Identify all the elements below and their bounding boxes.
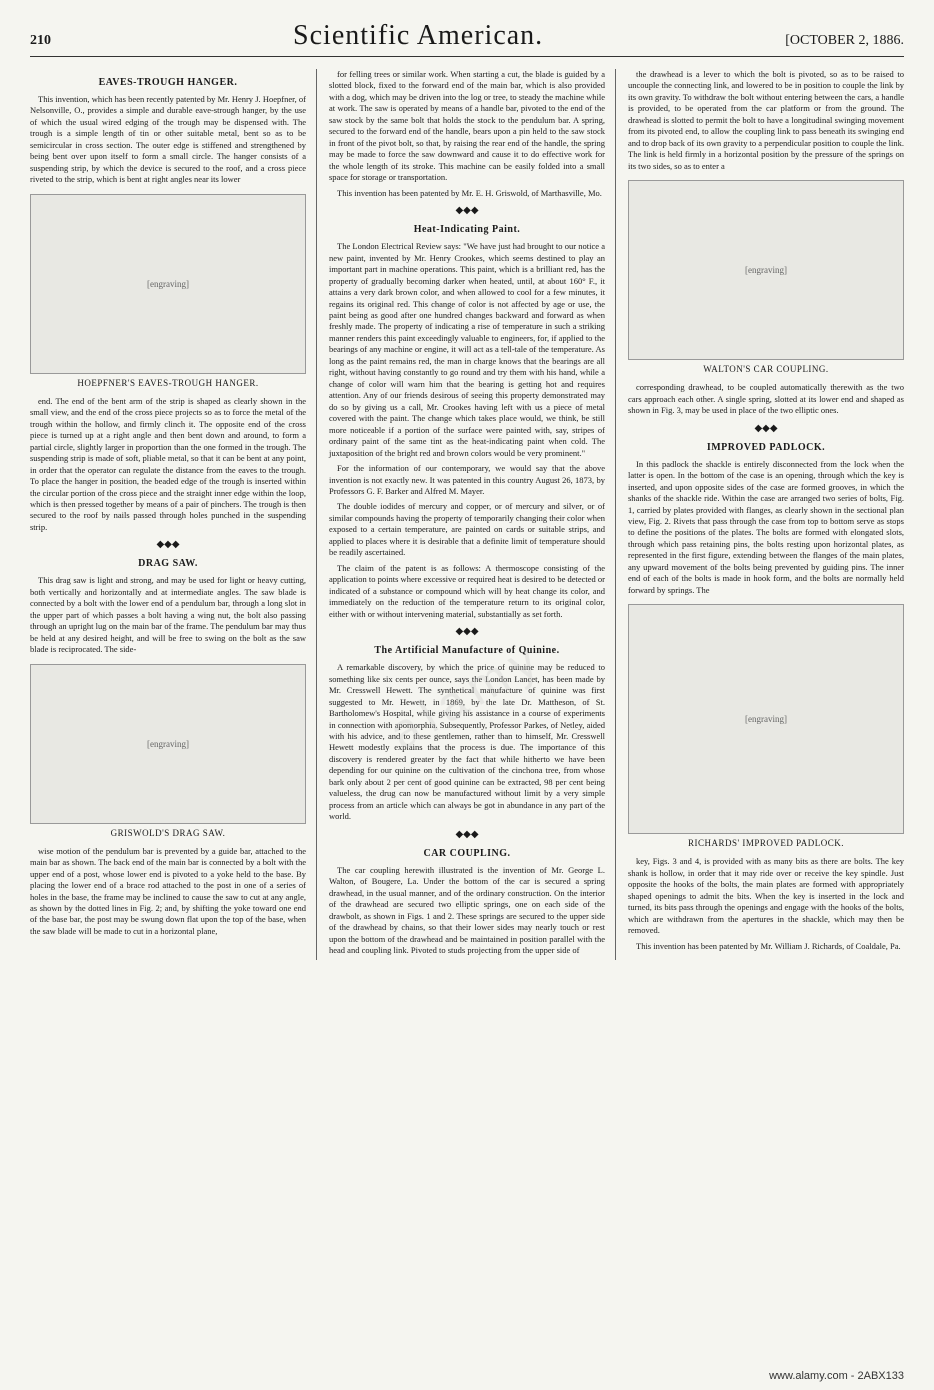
body-text: This invention has been patented by Mr. … [628, 941, 904, 952]
separator: ◆◆◆ [329, 626, 605, 637]
body-text: A remarkable discovery, by which the pri… [329, 662, 605, 823]
body-text: In this padlock the shackle is entirely … [628, 459, 904, 597]
body-text: the drawhead is a lever to which the bol… [628, 69, 904, 172]
article-title-eaves: EAVES-TROUGH HANGER. [30, 77, 306, 88]
engraving-placeholder: [engraving] [30, 664, 306, 824]
engraving-placeholder: [engraving] [628, 180, 904, 360]
body-text: for felling trees or similar work. When … [329, 69, 605, 184]
page-number: 210 [30, 33, 51, 49]
engraving-placeholder: [engraving] [628, 604, 904, 834]
figure-caption: GRISWOLD'S DRAG SAW. [30, 828, 306, 838]
article-title-quinine: The Artificial Manufacture of Quinine. [329, 645, 605, 656]
stock-id: www.alamy.com - 2ABX133 [769, 1370, 904, 1382]
article-title-carcoupling: CAR COUPLING. [329, 848, 605, 859]
body-text: The car coupling herewith illustrated is… [329, 865, 605, 957]
article-title-padlock: IMPROVED PADLOCK. [628, 442, 904, 453]
separator: ◆◆◆ [30, 539, 306, 550]
figure-walton: [engraving] WALTON'S CAR COUPLING. [628, 180, 904, 374]
column-3: the drawhead is a lever to which the bol… [628, 69, 904, 960]
separator: ◆◆◆ [329, 829, 605, 840]
issue-date: [OCTOBER 2, 1886. [785, 33, 904, 49]
body-text: This invention has been patented by Mr. … [329, 188, 605, 199]
body-text: For the information of our contemporary,… [329, 463, 605, 497]
body-text: end. The end of the bent arm of the stri… [30, 396, 306, 534]
masthead: Scientific American. [293, 20, 543, 52]
engraving-placeholder: [engraving] [30, 194, 306, 374]
body-text: This drag saw is light and strong, and m… [30, 575, 306, 655]
figure-caption: WALTON'S CAR COUPLING. [628, 364, 904, 374]
column-1: EAVES-TROUGH HANGER. This invention, whi… [30, 69, 317, 960]
figure-richards: [engraving] RICHARDS' IMPROVED PADLOCK. [628, 604, 904, 848]
figure-caption: HOEPFNER'S EAVES-TROUGH HANGER. [30, 378, 306, 388]
body-text: wise motion of the pendulum bar is preve… [30, 846, 306, 938]
article-title-heat: Heat-Indicating Paint. [329, 224, 605, 235]
page-header: 210 Scientific American. [OCTOBER 2, 188… [30, 20, 904, 57]
column-layout: EAVES-TROUGH HANGER. This invention, whi… [30, 69, 904, 960]
body-text: The London Electrical Review says: "We h… [329, 241, 605, 459]
body-text: corresponding drawhead, to be coupled au… [628, 382, 904, 416]
body-text: The claim of the patent is as follows: A… [329, 563, 605, 620]
body-text: This invention, which has been recently … [30, 94, 306, 186]
body-text: The double iodides of mercury and copper… [329, 501, 605, 558]
figure-caption: RICHARDS' IMPROVED PADLOCK. [628, 838, 904, 848]
figure-griswold: [engraving] GRISWOLD'S DRAG SAW. [30, 664, 306, 838]
figure-hoepfner: [engraving] HOEPFNER'S EAVES-TROUGH HANG… [30, 194, 306, 388]
column-2: for felling trees or similar work. When … [329, 69, 616, 960]
body-text: key, Figs. 3 and 4, is provided with as … [628, 856, 904, 936]
article-title-dragsaw: DRAG SAW. [30, 558, 306, 569]
separator: ◆◆◆ [628, 423, 904, 434]
separator: ◆◆◆ [329, 205, 605, 216]
